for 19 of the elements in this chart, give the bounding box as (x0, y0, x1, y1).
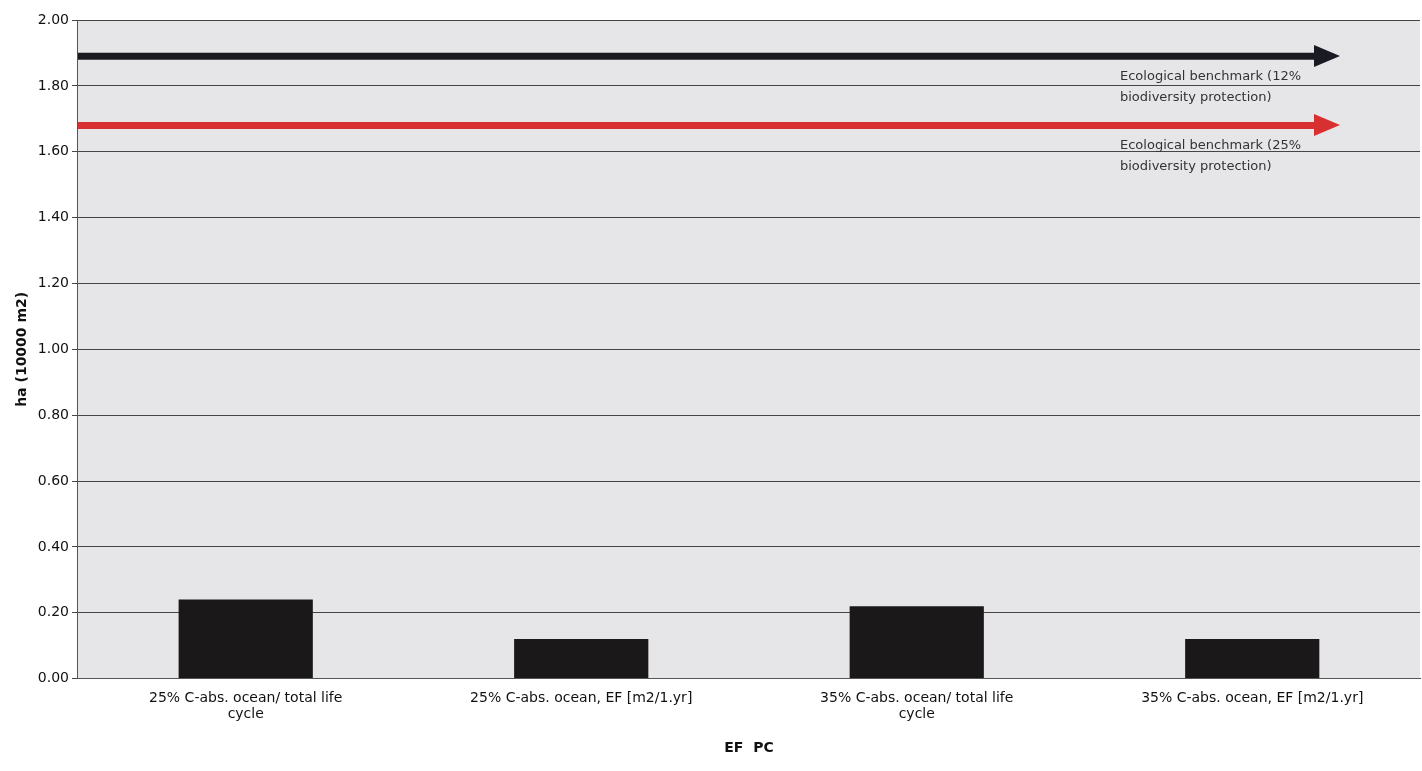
y-axis-title: ha (10000 m2) (13, 291, 30, 407)
y-tick-label: 1.00 (37, 339, 69, 356)
y-tick-label: 2.00 (37, 10, 69, 27)
ref-line-label: Ecological benchmark (12% biodiversity protection) (1120, 68, 1302, 105)
y-tick-label: 1.60 (37, 142, 69, 159)
x-tick-label: 35% C-abs. ocean/ total life cycle (820, 688, 1014, 722)
y-tick-label: 0.40 (37, 537, 69, 554)
x-tick-label: 25% C-abs. ocean, EF [m2/1.yr] (470, 688, 693, 705)
ref-line-label: Ecological benchmark (25% biodiversity protection) (1120, 137, 1302, 174)
y-tick-label: 1.40 (37, 208, 69, 225)
y-tick-label: 0.80 (37, 405, 69, 422)
y-tick-label: 0.20 (37, 603, 69, 620)
y-tick-label: 0.60 (37, 471, 69, 488)
y-tick-label: 1.80 (37, 76, 69, 93)
x-axis-title: EF PC (724, 739, 774, 756)
x-tick-label: 35% C-abs. ocean, EF [m2/1.yr] (1141, 688, 1364, 705)
x-tick-label: 25% C-abs. ocean/ total life cycle (149, 688, 343, 722)
y-tick-label: 1.20 (37, 274, 69, 291)
y-tick-label: 0.00 (37, 669, 69, 686)
